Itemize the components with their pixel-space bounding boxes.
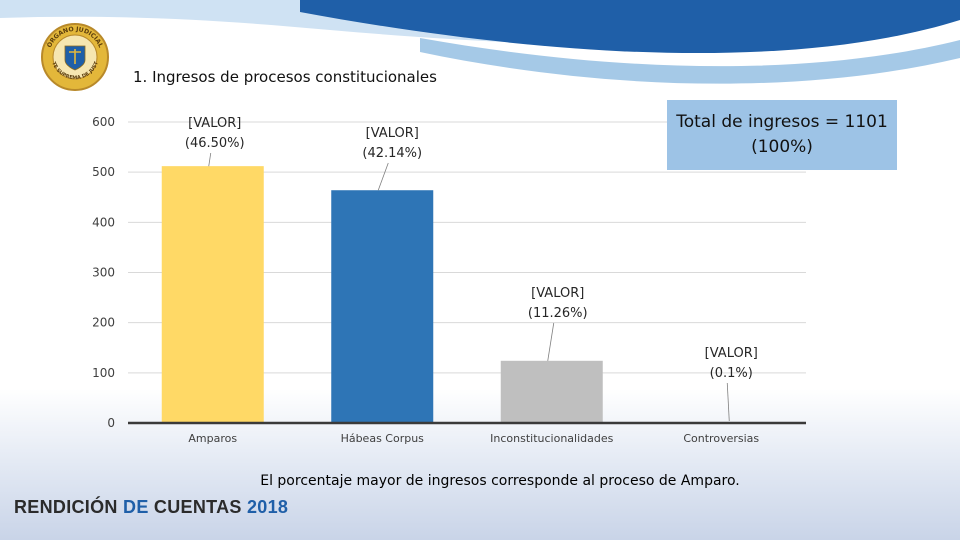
bar-amparos	[161, 166, 264, 423]
brand-year: 2018	[247, 497, 289, 517]
y-tick-200: 200	[92, 316, 115, 330]
chart-footnote: El porcentaje mayor de ingresos correspo…	[260, 473, 740, 489]
court-seal-logo: ÓRGANO JUDICIAL CORTE SUPREMA DE JUSTICI…	[40, 22, 109, 91]
bar-hábeas-corpus	[331, 190, 434, 423]
data-label-pct-0: (46.50%)	[185, 136, 245, 151]
data-label-value-2: [VALOR]	[531, 286, 584, 301]
data-label-pct-2: (11.26%)	[528, 306, 588, 321]
data-label-value-3: [VALOR]	[705, 346, 758, 361]
wave-blue	[300, 0, 960, 54]
data-label-value-1: [VALOR]	[366, 126, 419, 141]
x-label-0: Amparos	[188, 432, 237, 445]
data-label-pct-3: (0.1%)	[710, 366, 753, 381]
x-label-3: Controversias	[683, 432, 759, 445]
total-ingresos-box: Total de ingresos = 1101 (100%)	[667, 100, 897, 170]
data-label-value-0: [VALOR]	[188, 116, 241, 131]
brand-part-1: RENDICIÓN	[14, 497, 124, 517]
y-tick-300: 300	[92, 266, 115, 280]
bar-inconstitucionalidades	[500, 360, 603, 423]
wave-sky	[420, 38, 960, 84]
brand-rendicion-cuentas: RENDICIÓN DE CUENTAS 2018	[14, 497, 288, 518]
y-tick-0: 0	[107, 416, 115, 430]
chart-title: 1. Ingresos de procesos constitucionales	[133, 68, 437, 86]
y-tick-500: 500	[92, 165, 115, 179]
header-waves	[0, 0, 960, 84]
leader-line-3	[726, 382, 730, 422]
y-axis-ticks: 0 100 200 300 400 500 600	[92, 115, 115, 430]
leader-line-2	[547, 322, 555, 361]
brand-part-2: DE	[123, 497, 149, 517]
x-label-1: Hábeas Corpus	[341, 432, 425, 445]
y-tick-100: 100	[92, 366, 115, 380]
y-tick-400: 400	[92, 215, 115, 229]
leader-line-1	[377, 162, 389, 191]
x-label-2: Inconstitucionalidades	[490, 432, 613, 445]
data-labels: [VALOR] (46.50%) [VALOR] (42.14%) [VALOR] (11…	[185, 116, 758, 422]
total-line-1: Total de ingresos = 1101	[676, 112, 888, 133]
brand-part-3: CUENTAS	[148, 497, 247, 517]
y-tick-600: 600	[92, 115, 115, 129]
total-line-2: (100%)	[751, 137, 813, 157]
leader-line-0	[208, 152, 212, 167]
x-axis-labels: Amparos Hábeas Corpus Inconstitucionalidad…	[188, 432, 759, 445]
data-label-pct-1: (42.14%)	[362, 146, 422, 161]
bars	[161, 166, 773, 423]
